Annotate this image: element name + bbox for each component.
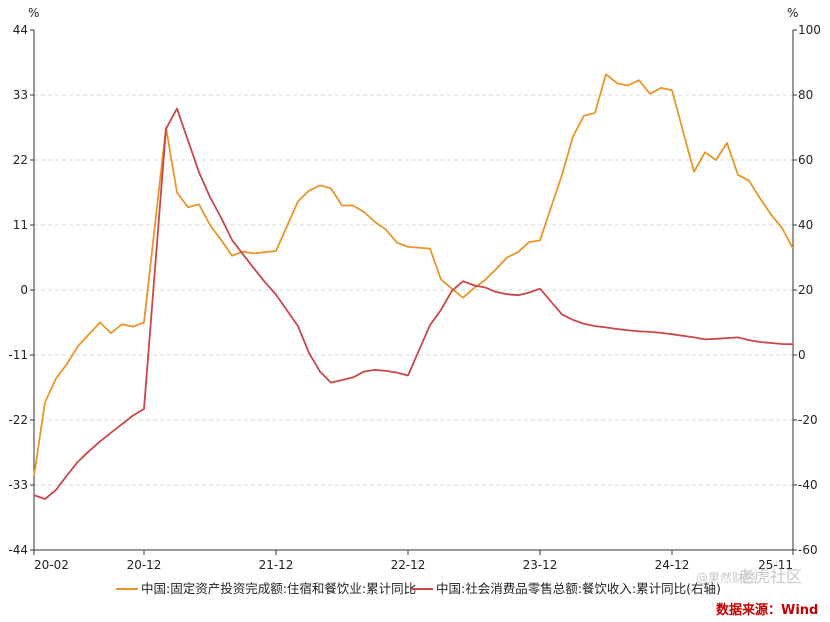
x-tick-label: 20-02 <box>34 558 69 572</box>
legend-label-red: 中国:社会消费品零售总额:餐饮收入:累计同比(右轴) <box>436 581 721 596</box>
left-axis-ticks: 44 33 22 11 0 -11 -22 -33 -44 <box>8 23 34 557</box>
watermark-handle: @果然财经 <box>696 570 756 585</box>
series-layer <box>33 73 794 500</box>
x-tick-label: 20-12 <box>127 558 162 572</box>
left-tick-label: 44 <box>13 23 28 37</box>
right-tick-label: -20 <box>798 413 818 427</box>
watermark-brand: 老虎社区 <box>738 567 802 586</box>
right-tick-label: -40 <box>798 478 818 492</box>
x-tick-label: 21-12 <box>259 558 294 572</box>
right-tick-label: 20 <box>798 283 813 297</box>
left-tick-label: -22 <box>8 413 28 427</box>
left-tick-label: -33 <box>8 478 28 492</box>
left-tick-label: 33 <box>13 88 28 102</box>
left-tick-label: 22 <box>13 153 28 167</box>
right-axis-ticks: 100 80 60 40 20 0 -20 -40 -60 <box>793 23 821 557</box>
series-line-catering-revenue <box>33 107 794 500</box>
source-note: 数据来源：Wind <box>716 602 818 618</box>
left-tick-label: -44 <box>8 543 28 557</box>
left-tick-label: 11 <box>13 218 28 232</box>
right-tick-label: 100 <box>798 23 821 37</box>
right-tick-label: 80 <box>798 88 813 102</box>
x-tick-label: 25-11 <box>758 558 793 572</box>
right-tick-label: 0 <box>798 348 806 362</box>
right-tick-label: 40 <box>798 218 813 232</box>
right-axis-unit: % <box>787 6 798 20</box>
left-tick-label: -11 <box>8 348 28 362</box>
watermark: @果然财经 老虎社区 <box>696 567 802 586</box>
legend: 中国:固定资产投资完成额:住宿和餐饮业:累计同比 中国:社会消费品零售总额:餐饮… <box>116 581 721 596</box>
x-tick-label: 24-12 <box>655 558 690 572</box>
left-tick-label: 0 <box>20 283 28 297</box>
legend-label-orange: 中国:固定资产投资完成额:住宿和餐饮业:累计同比 <box>141 581 416 596</box>
left-axis-unit: % <box>28 6 39 20</box>
right-tick-label: -60 <box>798 543 818 557</box>
series-line-fixed-asset-investment <box>33 73 794 477</box>
x-tick-label: 22-12 <box>391 558 426 572</box>
right-tick-label: 60 <box>798 153 813 167</box>
x-tick-label: 23-12 <box>523 558 558 572</box>
x-axis-ticks: 20-02 20-12 21-12 22-12 23-12 24-12 25-11 <box>33 550 794 572</box>
grid-lines <box>34 94 793 486</box>
